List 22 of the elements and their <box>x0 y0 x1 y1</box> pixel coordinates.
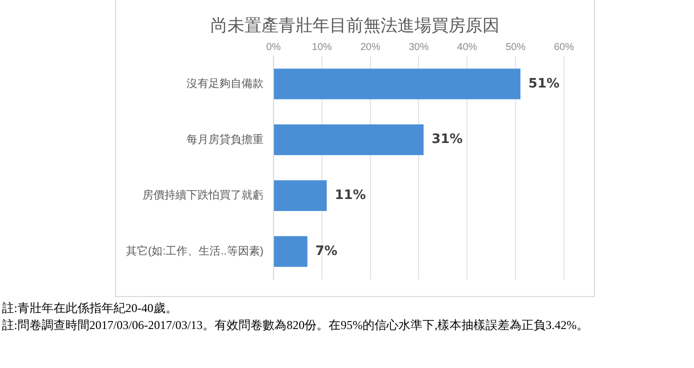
y-tick-label: 房價持續下跌怕買了就虧 <box>142 188 264 202</box>
bar <box>274 124 424 156</box>
text: 註:問卷調查時間2017/03/06-2017/03/13。有效問卷數為820份。在95%的信心水準下,樣本抽樣誤差為正負3.42%。 <box>2 317 589 334</box>
x-tick-label: 40% <box>457 42 478 53</box>
data-label: 51% <box>528 76 560 92</box>
data-label: 31% <box>432 132 463 148</box>
x-tick-label: 60% <box>554 42 574 53</box>
y-tick-label: 每月房貸負擔重 <box>186 132 264 146</box>
x-tick-label: 30% <box>408 42 429 53</box>
bar <box>274 180 327 211</box>
x-tick-label: 10% <box>312 42 332 53</box>
y-tick-label: 其它(如:工作、生活..等因素) <box>126 244 264 258</box>
text: 註:青壯年在此係指年紀20-40歲。 <box>2 300 178 317</box>
chart-title: 尚未置產青壯年目前無法進場買房原因 <box>210 15 500 37</box>
y-tick-label: 沒有足夠自備款 <box>186 78 264 90</box>
bar <box>274 68 520 100</box>
x-tick-label: 0% <box>266 42 281 53</box>
bar <box>274 236 308 267</box>
x-tick-label: 50% <box>506 42 526 53</box>
data-label: 11% <box>334 188 366 203</box>
data-label: 7% <box>315 244 338 259</box>
x-tick-label: 20% <box>360 42 380 53</box>
